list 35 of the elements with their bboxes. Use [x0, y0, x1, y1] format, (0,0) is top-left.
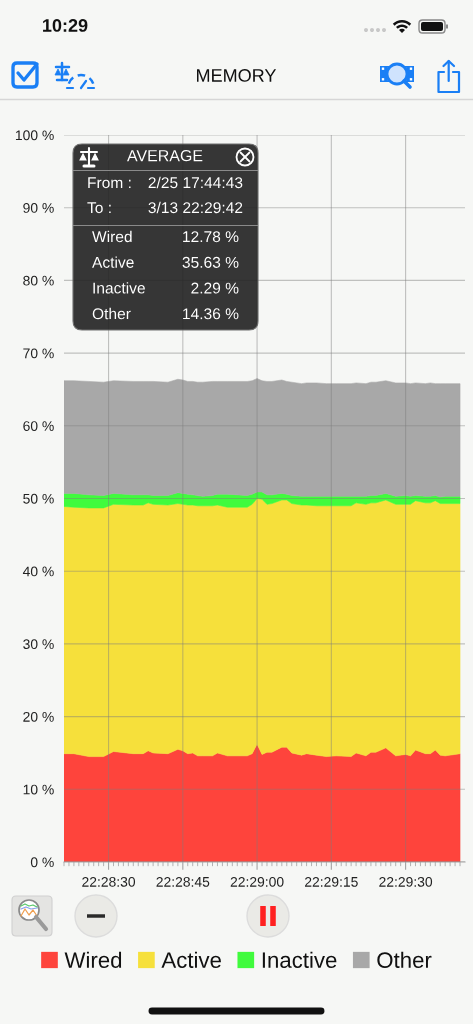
- annotation: 2/25 17:44:43: [148, 176, 243, 189]
- y-tick-label: 30 %: [23, 639, 54, 650]
- annotation: Inactive: [93, 282, 145, 294]
- annotation: 3/13 22:29:42: [148, 201, 243, 214]
- y-tick-label: 10 %: [23, 784, 54, 795]
- y-tick-label: 70 %: [23, 348, 54, 359]
- y-tick-label: 40 %: [22, 566, 54, 577]
- y-tick-label: 90 %: [23, 203, 54, 213]
- annotation: From :: [88, 177, 131, 189]
- annotation: To :: [87, 202, 111, 214]
- annotation: AVERAGE: [127, 149, 203, 162]
- annotation: 12.78 %: [183, 231, 239, 243]
- x-tick-label: 22:29:00: [230, 876, 284, 887]
- legend-label: Other: [377, 951, 432, 968]
- annotation: 14.36 %: [183, 308, 239, 320]
- legend-label: Active: [161, 951, 221, 968]
- legend-label: Wired: [64, 951, 122, 968]
- x-tick-label: 22:29:30: [379, 876, 433, 887]
- annotation: 2.29 %: [191, 282, 239, 294]
- annotation: 35.63 %: [182, 256, 239, 268]
- x-tick-label: 22:28:45: [156, 876, 210, 887]
- y-tick-label: 100 %: [15, 130, 54, 141]
- text: 10:29: [43, 19, 88, 32]
- annotation: Wired: [92, 230, 132, 243]
- y-tick-label: 60 %: [23, 421, 54, 431]
- x-tick-label: 22:29:15: [305, 876, 358, 887]
- chart-title: MEMORY: [197, 69, 277, 82]
- y-tick-label: 50 %: [23, 493, 54, 504]
- y-tick-label: 20 %: [23, 711, 54, 722]
- annotation: Other: [92, 307, 131, 320]
- legend-label: Inactive: [262, 951, 337, 968]
- y-tick-label: 0 %: [30, 857, 54, 868]
- annotation: Active: [92, 256, 134, 268]
- y-tick-label: 80 %: [23, 275, 54, 286]
- x-tick-label: 22:28:30: [82, 876, 136, 887]
